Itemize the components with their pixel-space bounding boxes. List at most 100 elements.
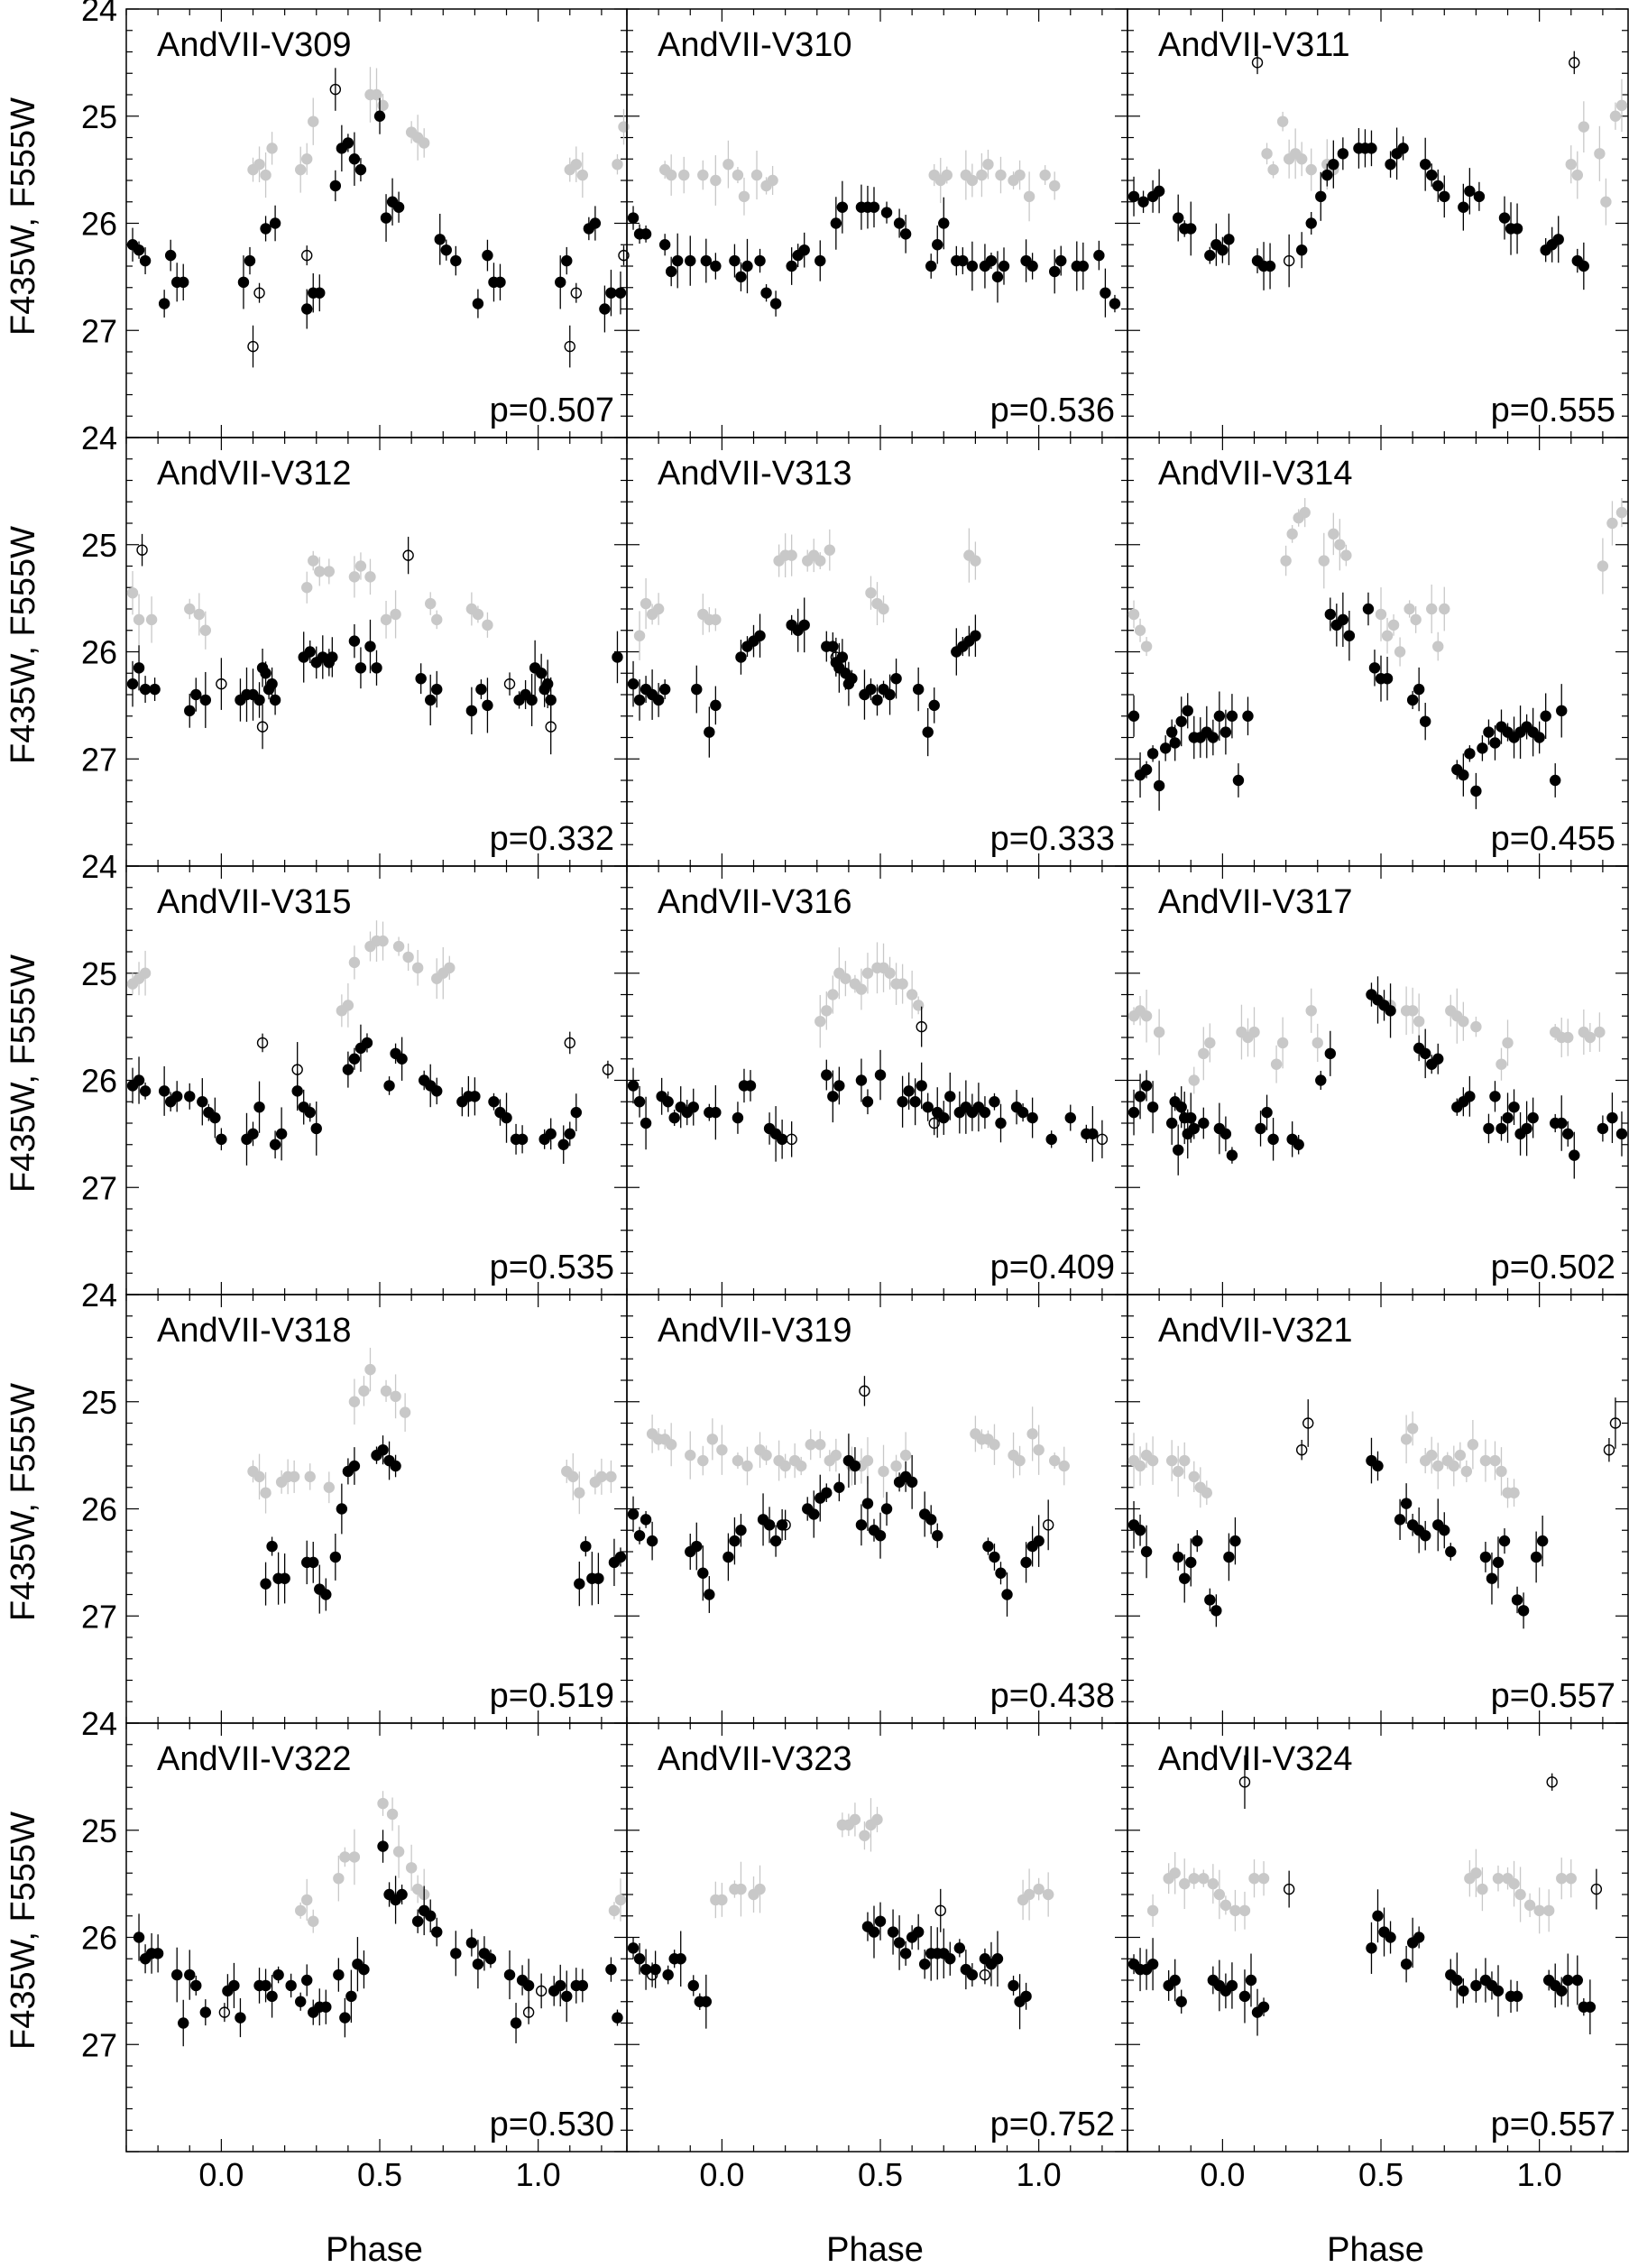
f555w-point (260, 223, 272, 235)
f555w-point (244, 254, 256, 267)
f555w-point (760, 287, 772, 299)
f435w-point (1467, 1439, 1479, 1451)
f435w-point (1556, 1872, 1568, 1885)
f555w-point (139, 1085, 152, 1097)
f555w-point (646, 1535, 658, 1547)
f555w-point (358, 1963, 370, 1976)
f555w-point (237, 276, 250, 289)
f555w-point (371, 662, 382, 674)
f555w-point (377, 1840, 389, 1852)
panel-frame (125, 1722, 628, 2153)
f435w-point (1267, 163, 1279, 176)
f435w-point (1454, 1449, 1467, 1461)
f435w-point (145, 613, 158, 626)
f555w-point (614, 287, 627, 299)
f555w-point (763, 1519, 776, 1531)
f555w-point (1087, 1128, 1099, 1140)
f435w-point (390, 1390, 401, 1403)
f435w-point (1533, 1904, 1545, 1917)
f555w-point (640, 228, 652, 240)
f555w-point (710, 1106, 722, 1119)
f555w-point (380, 212, 392, 224)
f555w-point (329, 180, 342, 192)
f435w-point (1033, 1443, 1045, 1456)
period-label: p=0.332 (490, 820, 614, 858)
f555w-point (1483, 726, 1495, 738)
f435w-point (482, 619, 493, 632)
outlier-point (247, 340, 259, 353)
f435w-point (1169, 1867, 1181, 1879)
f435w-point (1270, 1058, 1283, 1070)
f555w-point (922, 1101, 934, 1113)
f555w-point (1245, 1974, 1257, 1987)
f555w-point (912, 683, 925, 696)
f435w-point (1023, 190, 1035, 203)
outlier-point (256, 721, 269, 733)
f555w-point (995, 1117, 1007, 1129)
f435w-point (323, 1481, 336, 1493)
f435w-point (1565, 1872, 1577, 1885)
f555w-point (469, 1091, 481, 1102)
f555w-point (354, 163, 367, 176)
y-axis-label-row-3: F435W, F555W (5, 954, 42, 1193)
light-curve-panel: 24 25 26 27 AndVII-V318 p=0.519 (81, 1277, 628, 1724)
outlier-point (1569, 57, 1580, 69)
f555w-point (342, 1064, 354, 1075)
f555w-point (932, 1529, 943, 1542)
f555w-point (700, 254, 713, 267)
f555w-point (425, 694, 437, 706)
f555w-point (329, 1551, 342, 1563)
f555w-point (1137, 196, 1149, 207)
f555w-point (1045, 1133, 1057, 1146)
f555w-point (928, 699, 940, 712)
f435w-point (1204, 1037, 1216, 1049)
outlier-point (1251, 57, 1264, 69)
x-tick-label: 1.0 (1017, 2156, 1062, 2193)
light-curve-panel: 24 25 26 27 0.0 0.5 1.0 AndVII-V322 p=0.530 (81, 1705, 628, 2193)
f555w-point (285, 1979, 297, 1992)
f555w-point (769, 1535, 782, 1547)
f435w-point (1219, 1899, 1232, 1912)
period-label: p=0.555 (1491, 392, 1615, 429)
f435w-point (1470, 1867, 1482, 1879)
f435w-point (574, 1487, 585, 1498)
f435w-point (358, 1385, 370, 1397)
f435w-point (754, 1883, 766, 1895)
x-tick-label: 0.0 (198, 2156, 244, 2193)
f435w-point (878, 1465, 889, 1478)
outlier-point (928, 1117, 940, 1129)
f555w-point (1175, 715, 1187, 727)
f555w-point (1324, 608, 1337, 621)
outlier-point (786, 1133, 797, 1146)
f555w-point (1419, 158, 1431, 171)
f435w-point (348, 956, 361, 969)
star-id-label: AndVII-V321 (1158, 1312, 1352, 1350)
f555w-point (1179, 1572, 1191, 1584)
light-curve-panel: 24 25 26 27 AndVII-V315 p=0.535 (81, 848, 628, 1295)
f435w-point (364, 1363, 376, 1376)
f435w-point (399, 1406, 411, 1418)
f555w-point (640, 1514, 652, 1526)
f555w-point (821, 1069, 833, 1081)
f555w-point (1372, 1910, 1384, 1922)
f435w-point (294, 1904, 307, 1917)
f555w-point (1372, 1460, 1384, 1472)
outlier-point (136, 544, 148, 556)
f435w-point (1299, 506, 1311, 519)
f555w-point (1502, 1111, 1514, 1124)
f555w-point (1232, 774, 1245, 787)
f435w-point (126, 586, 139, 599)
f555w-point (675, 1953, 686, 1965)
y-tick-label: 24 (81, 0, 117, 28)
f555w-point (253, 1101, 265, 1113)
f435w-point (786, 549, 797, 561)
f555w-point (1337, 148, 1349, 160)
f555w-point (1337, 613, 1349, 626)
f435w-point (899, 1449, 912, 1461)
f555w-point (640, 1117, 652, 1129)
f555w-point (1001, 1589, 1013, 1600)
f435w-point (735, 1883, 747, 1895)
x-tick-label: 0.0 (699, 2156, 744, 2193)
outlier-point (545, 721, 557, 733)
f555w-point (830, 217, 842, 229)
